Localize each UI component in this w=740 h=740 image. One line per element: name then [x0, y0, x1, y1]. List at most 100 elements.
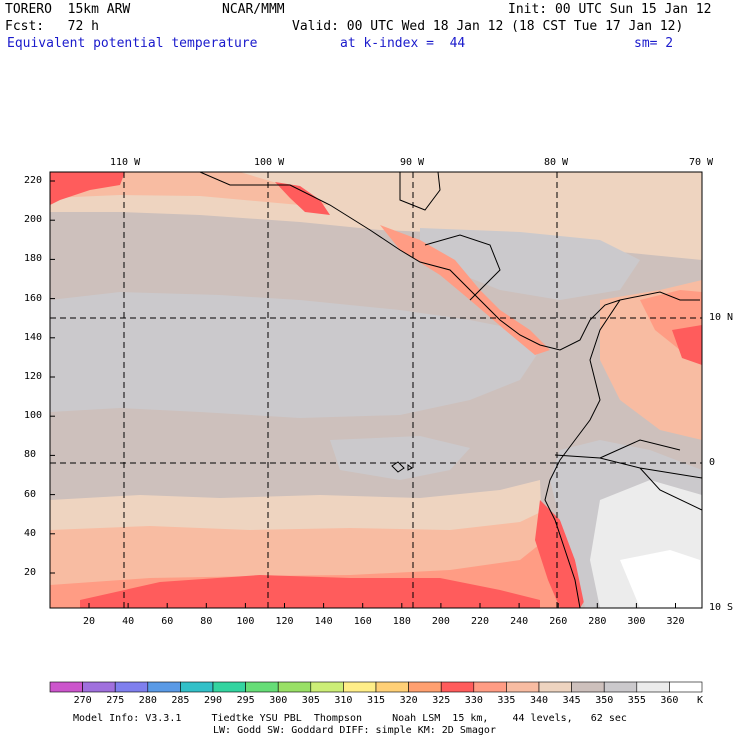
field-land-white — [620, 550, 702, 608]
colorbar-swatch — [538, 681, 572, 693]
colorbar-label: 360 — [660, 695, 679, 706]
colorbar-swatch — [245, 681, 279, 693]
colorbar-swatch — [114, 681, 149, 693]
field-andes-red — [535, 500, 585, 608]
bottom-grid-label: 180 — [392, 616, 411, 627]
lon-label-80w: 80 W — [544, 157, 569, 168]
left-grid-label: 200 — [24, 214, 43, 226]
plot-frame — [49, 171, 703, 609]
colorbar-swatch — [669, 681, 703, 693]
colorbar-label: 310 — [334, 695, 353, 706]
colorbar-swatch — [277, 681, 312, 693]
field-band-south-red — [80, 575, 540, 608]
bottom-grid-label: 200 — [431, 616, 450, 627]
colorbar-swatch — [343, 681, 377, 693]
forecast-hour: Fcst: 72 h — [5, 19, 99, 34]
bottom-grid-label: 40 — [122, 616, 135, 627]
left-grid-label: 20 — [24, 567, 37, 578]
model-title: TORERO 15km ARW — [5, 2, 131, 17]
colorbar — [49, 681, 703, 693]
colorbar-swatch — [603, 681, 638, 693]
colorbar-swatch — [636, 681, 670, 693]
bottom-grid-label: 160 — [353, 616, 372, 627]
colorbar-swatch — [506, 681, 540, 693]
bottom-grid-label: 300 — [627, 616, 646, 627]
lat-lon-grid — [50, 172, 702, 608]
field-cool-belt-3 — [330, 436, 470, 480]
coastline-yucatan — [399, 172, 441, 211]
colorbar-swatch — [147, 681, 181, 693]
smoothing-label: sm= 2 — [634, 36, 674, 51]
colorbar-label: 340 — [530, 695, 549, 706]
colorbar-label: 325 — [432, 695, 451, 706]
colorbar-swatch — [375, 681, 409, 693]
lat-label-10s: 10 S — [709, 602, 734, 613]
left-grid-label: 60 — [24, 488, 37, 500]
bottom-grid-label: 240 — [510, 616, 529, 627]
colorbar-swatch — [440, 681, 475, 693]
colorbar-unit: K — [697, 695, 704, 706]
colorbar-label: 350 — [595, 695, 614, 706]
field-name: Equivalent potential temperature — [7, 36, 258, 51]
lat-label-0: 0 — [709, 457, 716, 468]
left-grid-label: 40 — [24, 527, 37, 539]
colorbar-swatch — [212, 681, 246, 693]
colorbar-label: 345 — [562, 695, 581, 706]
lon-label-100w: 100 W — [254, 157, 285, 168]
grid-ticks — [50, 180, 676, 608]
coastline-caribbean — [424, 234, 501, 301]
colorbar-label: 295 — [236, 695, 255, 706]
colorbar-label: 320 — [399, 695, 418, 706]
center-label: NCAR/MMM — [222, 2, 285, 17]
bottom-grid-label: 80 — [200, 616, 213, 627]
left-grid-label: 220 — [24, 175, 43, 186]
colorbar-swatch — [49, 681, 83, 693]
bottom-grid-label: 260 — [549, 616, 568, 627]
lon-label-90w: 90 W — [400, 157, 425, 168]
valid-time: Valid: 00 UTC Wed 18 Jan 12 (18 CST Tue … — [292, 19, 684, 34]
bottom-grid-label: 140 — [314, 616, 333, 627]
left-grid-label: 160 — [24, 292, 43, 304]
colorbar-label: 300 — [269, 695, 288, 706]
left-grid-label: 120 — [24, 371, 43, 382]
bottom-grid-label: 120 — [275, 616, 294, 627]
field-cool-belt — [50, 292, 540, 418]
level-label: at k-index = 44 — [340, 36, 466, 51]
field-cool-belt-2 — [420, 228, 640, 300]
colorbar-label: 305 — [301, 695, 320, 706]
bottom-grid-label: 220 — [471, 616, 490, 627]
field-band-north-hot — [50, 172, 125, 205]
colorbar-swatch — [180, 681, 214, 693]
colorbar-swatch — [310, 681, 344, 693]
colorbar-label: 270 — [73, 695, 92, 706]
colorbar-label: 355 — [627, 695, 646, 706]
left-grid-label: 100 — [24, 410, 43, 422]
bottom-grid-label: 280 — [588, 616, 607, 627]
coastline-south-america — [544, 291, 700, 608]
colorbar-swatch — [473, 681, 507, 693]
field-central-america-warm — [380, 225, 550, 355]
colorbar-swatch — [571, 681, 605, 693]
colorbar-label: 315 — [367, 695, 386, 706]
colorbar-swatch — [82, 681, 116, 693]
bottom-grid-label: 60 — [161, 616, 174, 627]
lon-label-110w: 110 W — [110, 157, 141, 168]
init-time: Init: 00 UTC Sun 15 Jan 12 — [508, 2, 712, 17]
bottom-grid-label: 20 — [83, 616, 96, 627]
colorbar-label: 330 — [464, 695, 483, 706]
bottom-grid-label: 100 — [236, 616, 255, 627]
field-caribbean-red — [672, 325, 702, 365]
left-grid-label: 140 — [24, 331, 43, 343]
left-grid-label: 180 — [24, 253, 43, 265]
colorbar-label: 280 — [138, 695, 157, 706]
lon-label-70w: 70 W — [689, 157, 714, 168]
left-grid-label: 80 — [24, 449, 37, 461]
colorbar-label: 290 — [204, 695, 223, 706]
colorbar-label: 335 — [497, 695, 516, 706]
physics-info: LW: Godd SW: Goddard DIFF: simple KM: 2D… — [213, 725, 496, 736]
colorbar-label: 275 — [106, 695, 125, 706]
colorbar-swatch — [408, 681, 442, 693]
bottom-grid-label: 320 — [666, 616, 685, 627]
field-band-north-hot-2 — [275, 182, 330, 215]
